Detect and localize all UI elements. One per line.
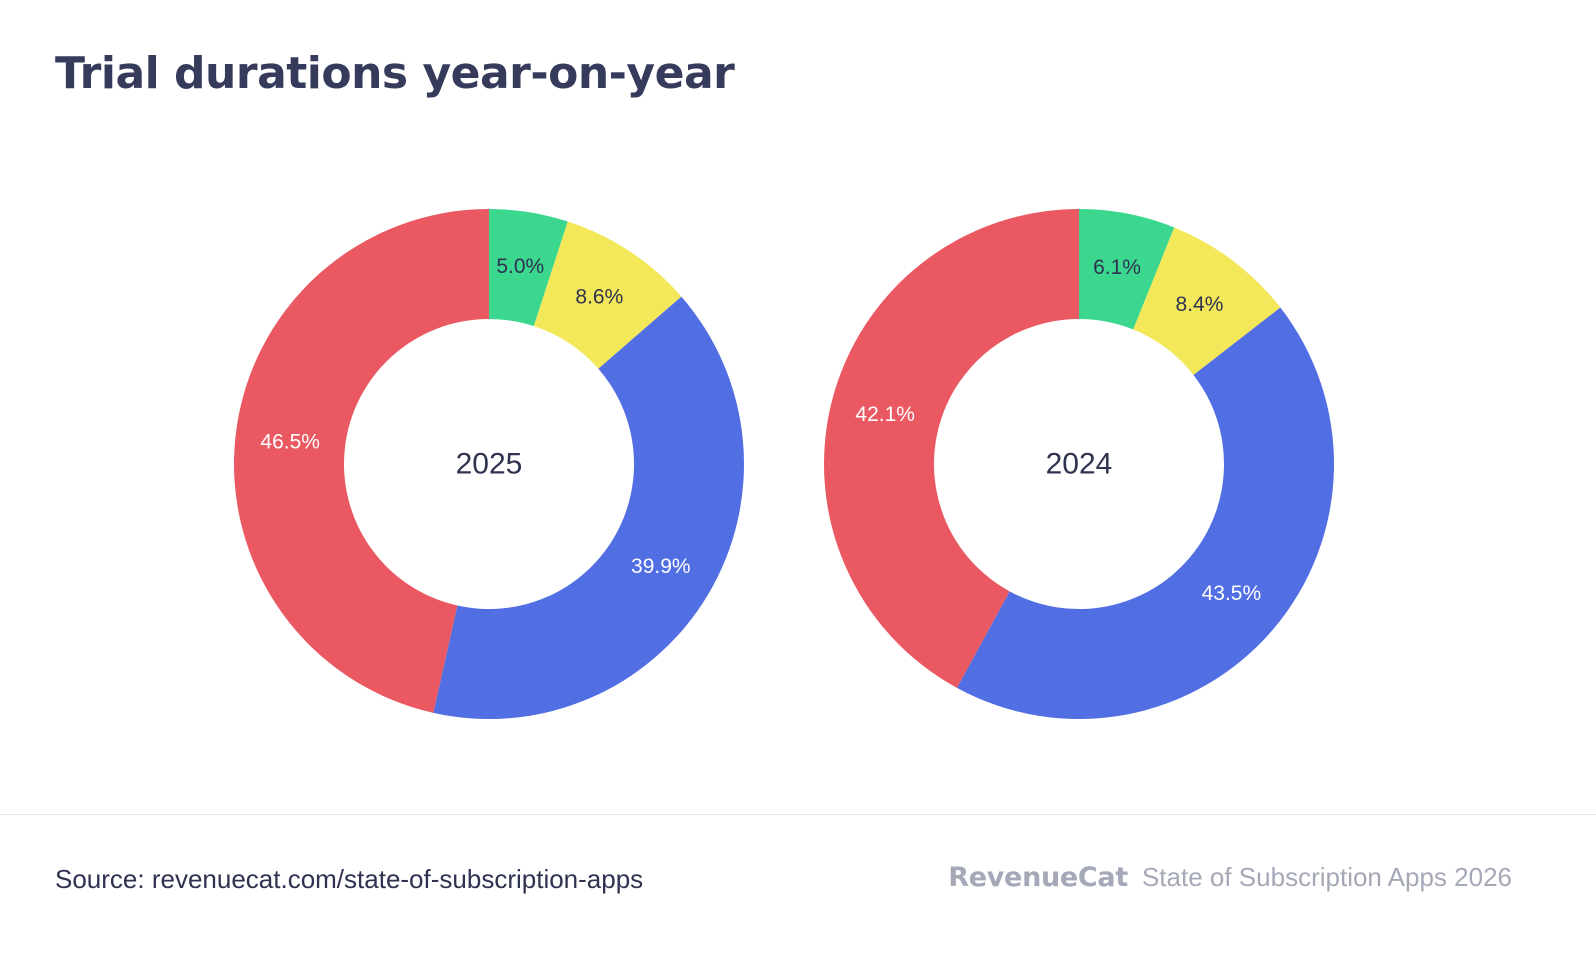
source-note: Source: revenuecat.com/state-of-subscrip… — [55, 864, 644, 894]
donut-slice — [824, 209, 1079, 688]
revenuecat-logo: RevenueCat — [948, 862, 1128, 893]
slice-data-label: 8.6% — [575, 286, 623, 309]
donut-chart-2025: 5.0% 8.6% 39.9% 46.5% 2025 — [233, 209, 745, 719]
donut-chart-2024: 6.1% 8.4% 43.5% 42.1% 2024 — [824, 209, 1334, 719]
donut-slice — [433, 296, 745, 719]
slice-data-label: 8.4% — [1176, 293, 1224, 316]
brand-block: RevenueCat State of Subscription Apps 20… — [948, 862, 1512, 893]
donut-charts: 5.0% 8.6% 39.9% 46.5% 2025 6.1% 8.4% 43.5% 42.1%… — [233, 209, 1334, 719]
donut-slice — [489, 209, 568, 327]
donut-center-label: 2025 — [456, 448, 523, 481]
donut-slice — [956, 307, 1334, 719]
donut-slice — [1079, 209, 1175, 330]
donut-slice — [1133, 227, 1281, 376]
slice-data-label: 43.5% — [1202, 582, 1262, 605]
slice-data-label: 5.0% — [496, 255, 544, 278]
slice-data-label: 39.9% — [631, 555, 691, 578]
donut-slice — [233, 209, 489, 713]
donut-center-label: 2024 — [1046, 448, 1113, 481]
slice-data-label: 6.1% — [1093, 256, 1141, 279]
chart-title: Trial durations year-on-year — [55, 48, 735, 99]
footer-divider — [0, 814, 1596, 815]
report-name: State of Subscription Apps 2026 — [1141, 862, 1512, 892]
donut-slice — [533, 221, 682, 369]
slice-data-label: 42.1% — [855, 403, 915, 426]
slice-data-label: 46.5% — [260, 431, 320, 454]
